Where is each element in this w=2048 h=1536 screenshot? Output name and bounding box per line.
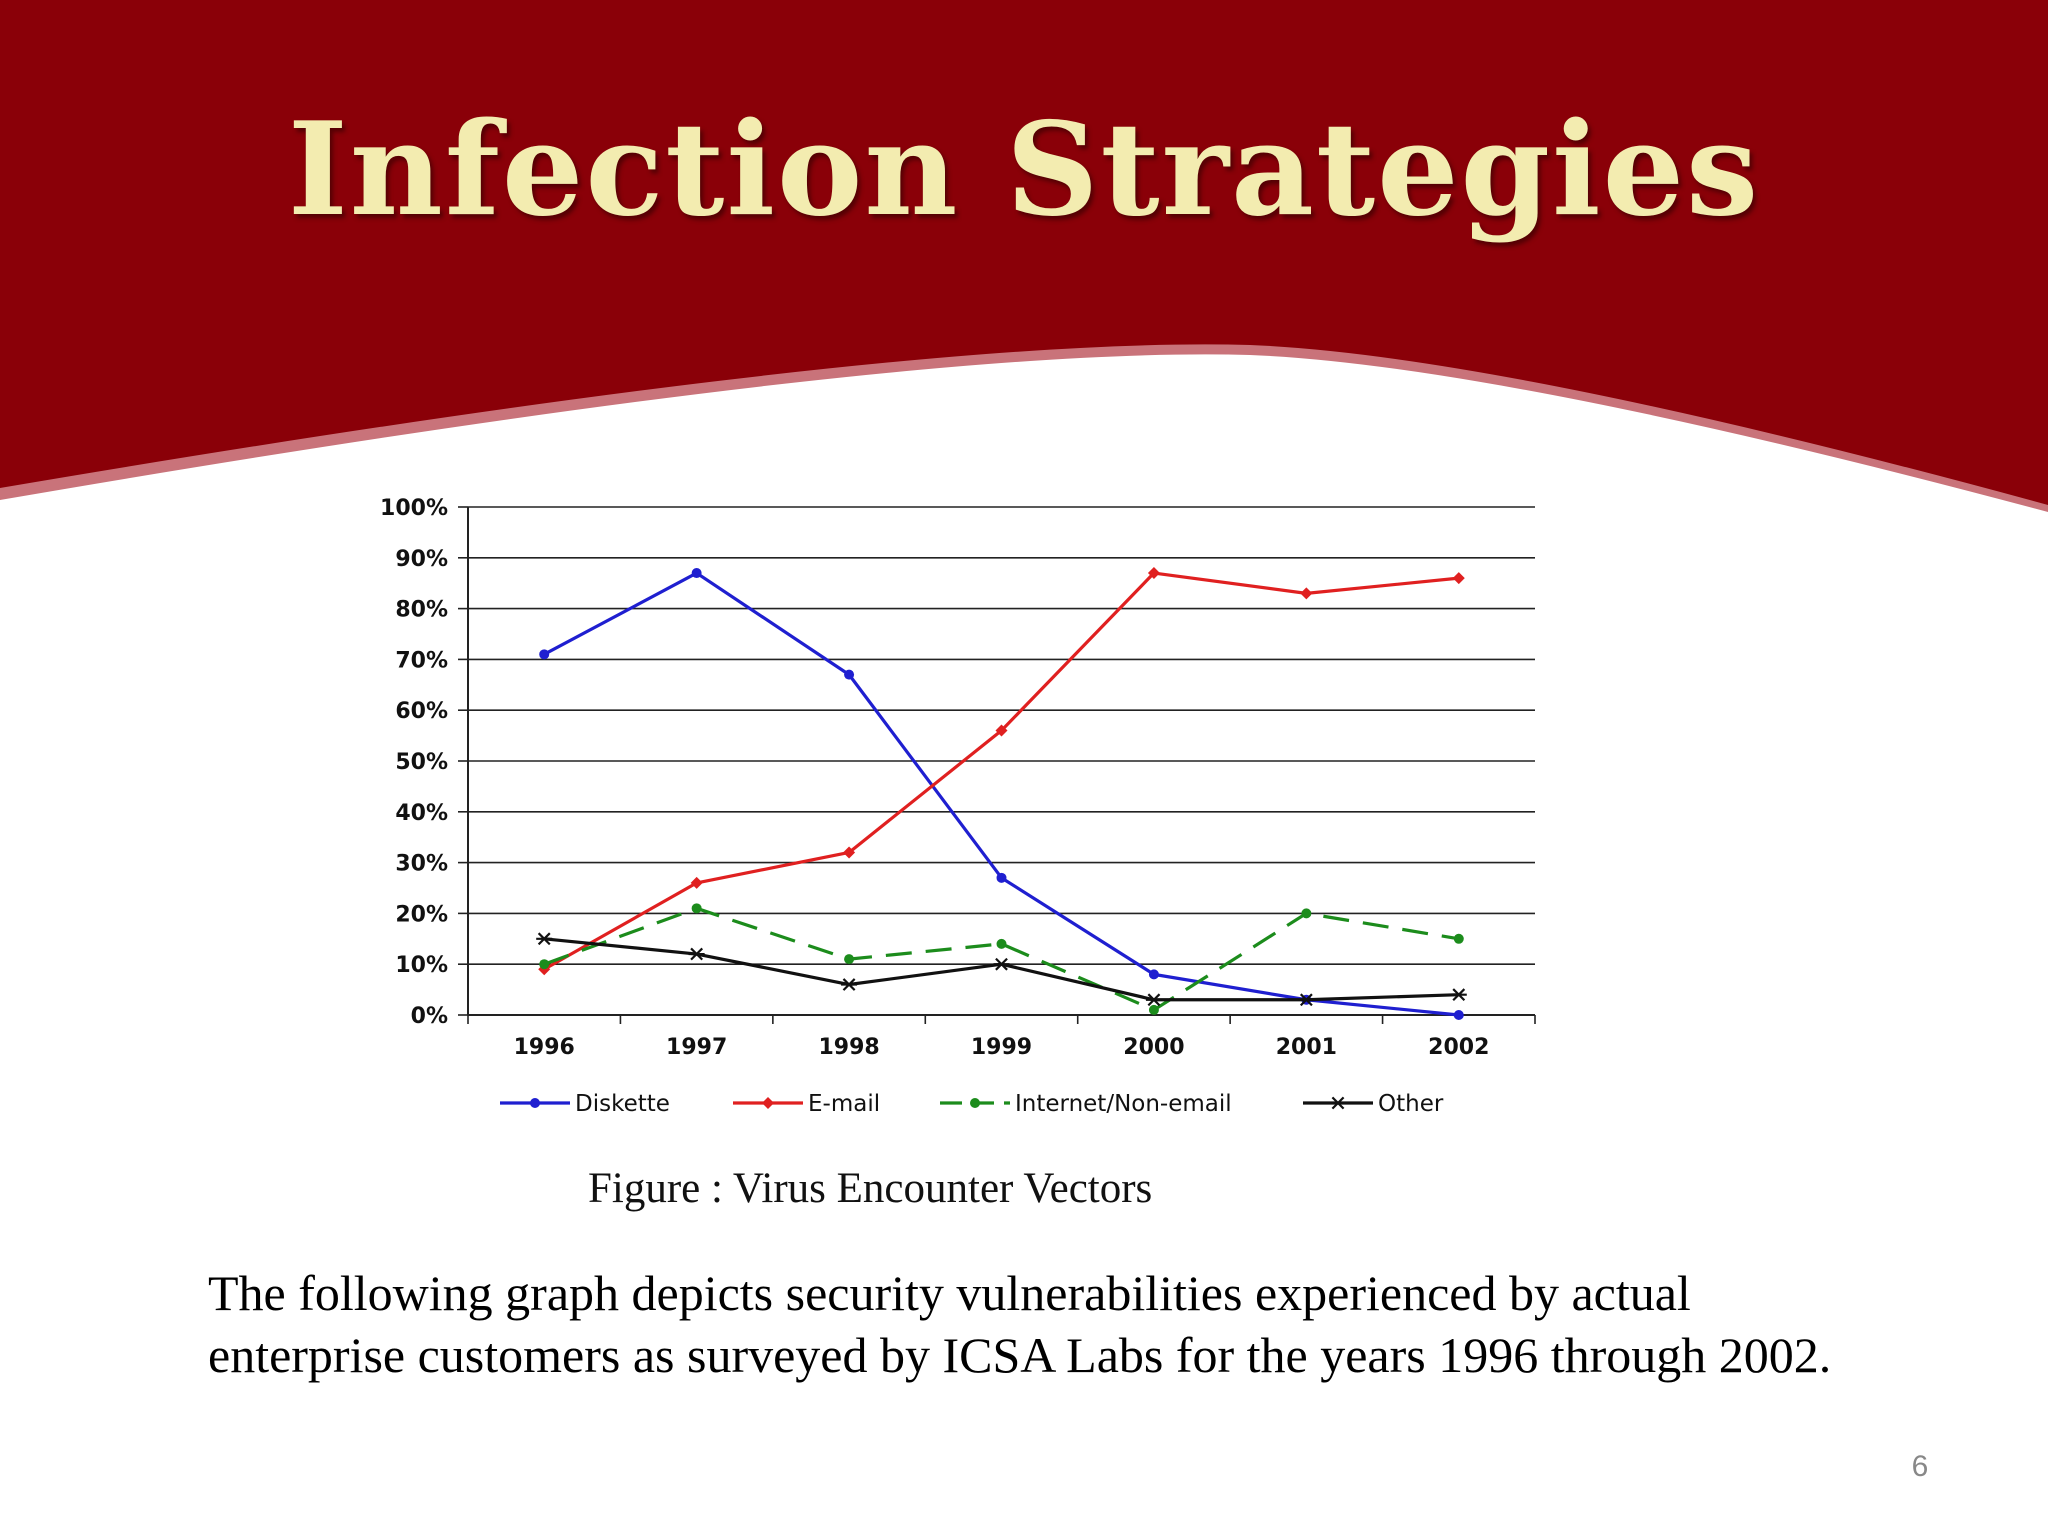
header-red-fill	[0, 0, 2048, 505]
data-point	[996, 938, 1007, 949]
legend-item-e-mail: E-mail	[733, 1091, 880, 1117]
y-tick-label: 90%	[395, 547, 448, 572]
data-point	[1300, 587, 1313, 600]
legend-marker	[762, 1097, 774, 1109]
slide-title: Infection Strategies	[287, 95, 1761, 245]
legend-label: E-mail	[808, 1091, 880, 1117]
x-tick-label: 1997	[666, 1035, 727, 1060]
y-tick-label: 80%	[395, 598, 448, 623]
data-point	[688, 947, 705, 961]
chart-legend: Diskette E-mail Internet/Non-email Other	[500, 1091, 1444, 1117]
y-tick-label: 100%	[380, 496, 448, 521]
y-tick-label: 50%	[395, 750, 448, 775]
figure-caption: Figure : Virus Encounter Vectors	[588, 1165, 1153, 1212]
series-internet-non-email	[539, 903, 1464, 1015]
data-point	[993, 957, 1010, 971]
body-text: The following graph depicts security vul…	[208, 1265, 1832, 1383]
chart-series	[536, 567, 1467, 1020]
data-point	[690, 876, 703, 889]
y-tick-label: 30%	[395, 852, 448, 877]
y-tick-label: 10%	[395, 953, 448, 978]
data-point	[691, 903, 702, 914]
y-tick-label: 70%	[395, 648, 448, 673]
data-point	[995, 724, 1008, 737]
series-other	[536, 932, 1467, 1007]
x-tick-label: 2000	[1123, 1035, 1184, 1060]
legend-item-diskette: Diskette	[500, 1091, 670, 1117]
data-point	[1301, 908, 1312, 919]
data-point	[841, 978, 858, 991]
data-point	[843, 846, 856, 859]
data-point	[1450, 988, 1467, 1002]
x-tick-label: 1998	[818, 1035, 879, 1060]
series-line-e-mail	[543, 571, 1459, 971]
x-tick-label: 1999	[971, 1035, 1032, 1060]
x-tick-labels: 1996 1997 1998 1999 2000 2001 2002	[514, 1035, 1490, 1060]
y-tick-label: 40%	[395, 801, 448, 826]
x-tick-label: 1996	[514, 1035, 575, 1060]
chart: 0%10%20%30%40%50%60%70%80%90%100% 1996 19…	[380, 496, 1536, 1117]
data-point	[1298, 993, 1315, 1007]
legend-label: Diskette	[575, 1091, 670, 1117]
data-point	[536, 932, 553, 946]
y-tick-label: 20%	[395, 902, 448, 927]
data-point	[691, 568, 702, 579]
legend-marker	[970, 1098, 980, 1108]
data-point	[844, 669, 855, 680]
data-point	[1453, 1010, 1464, 1020]
data-point	[996, 872, 1007, 883]
legend-item-internet-non-email: Internet/Non-email	[940, 1091, 1232, 1117]
data-point	[1453, 933, 1464, 944]
data-point	[539, 649, 550, 660]
data-point	[539, 959, 550, 970]
series-e-mail	[538, 567, 1465, 976]
legend-marker	[1330, 1096, 1346, 1110]
data-point	[1148, 1004, 1159, 1015]
legend-marker	[530, 1098, 540, 1108]
y-tick-label: 0%	[411, 1004, 448, 1029]
y-tick-label: 60%	[395, 699, 448, 724]
data-point	[1452, 572, 1465, 585]
data-point	[1148, 969, 1159, 980]
chart-axes	[458, 506, 1536, 1024]
x-tick-label: 2001	[1276, 1035, 1337, 1060]
legend-label: Internet/Non-email	[1015, 1091, 1232, 1117]
y-tick-labels: 0% 10% 20% 30% 40% 50% 60% 70% 80% 90% 100%	[380, 496, 448, 1029]
legend-item-other: Other	[1303, 1091, 1444, 1117]
series-line-internet-non-email	[543, 906, 1460, 1012]
data-point	[1147, 567, 1160, 580]
legend-label: Other	[1378, 1091, 1444, 1117]
data-point	[844, 954, 855, 965]
page-number: 6	[1911, 1450, 1929, 1483]
data-point	[1145, 993, 1162, 1007]
header-banner	[0, 0, 2048, 512]
x-tick-label: 2002	[1428, 1035, 1489, 1060]
